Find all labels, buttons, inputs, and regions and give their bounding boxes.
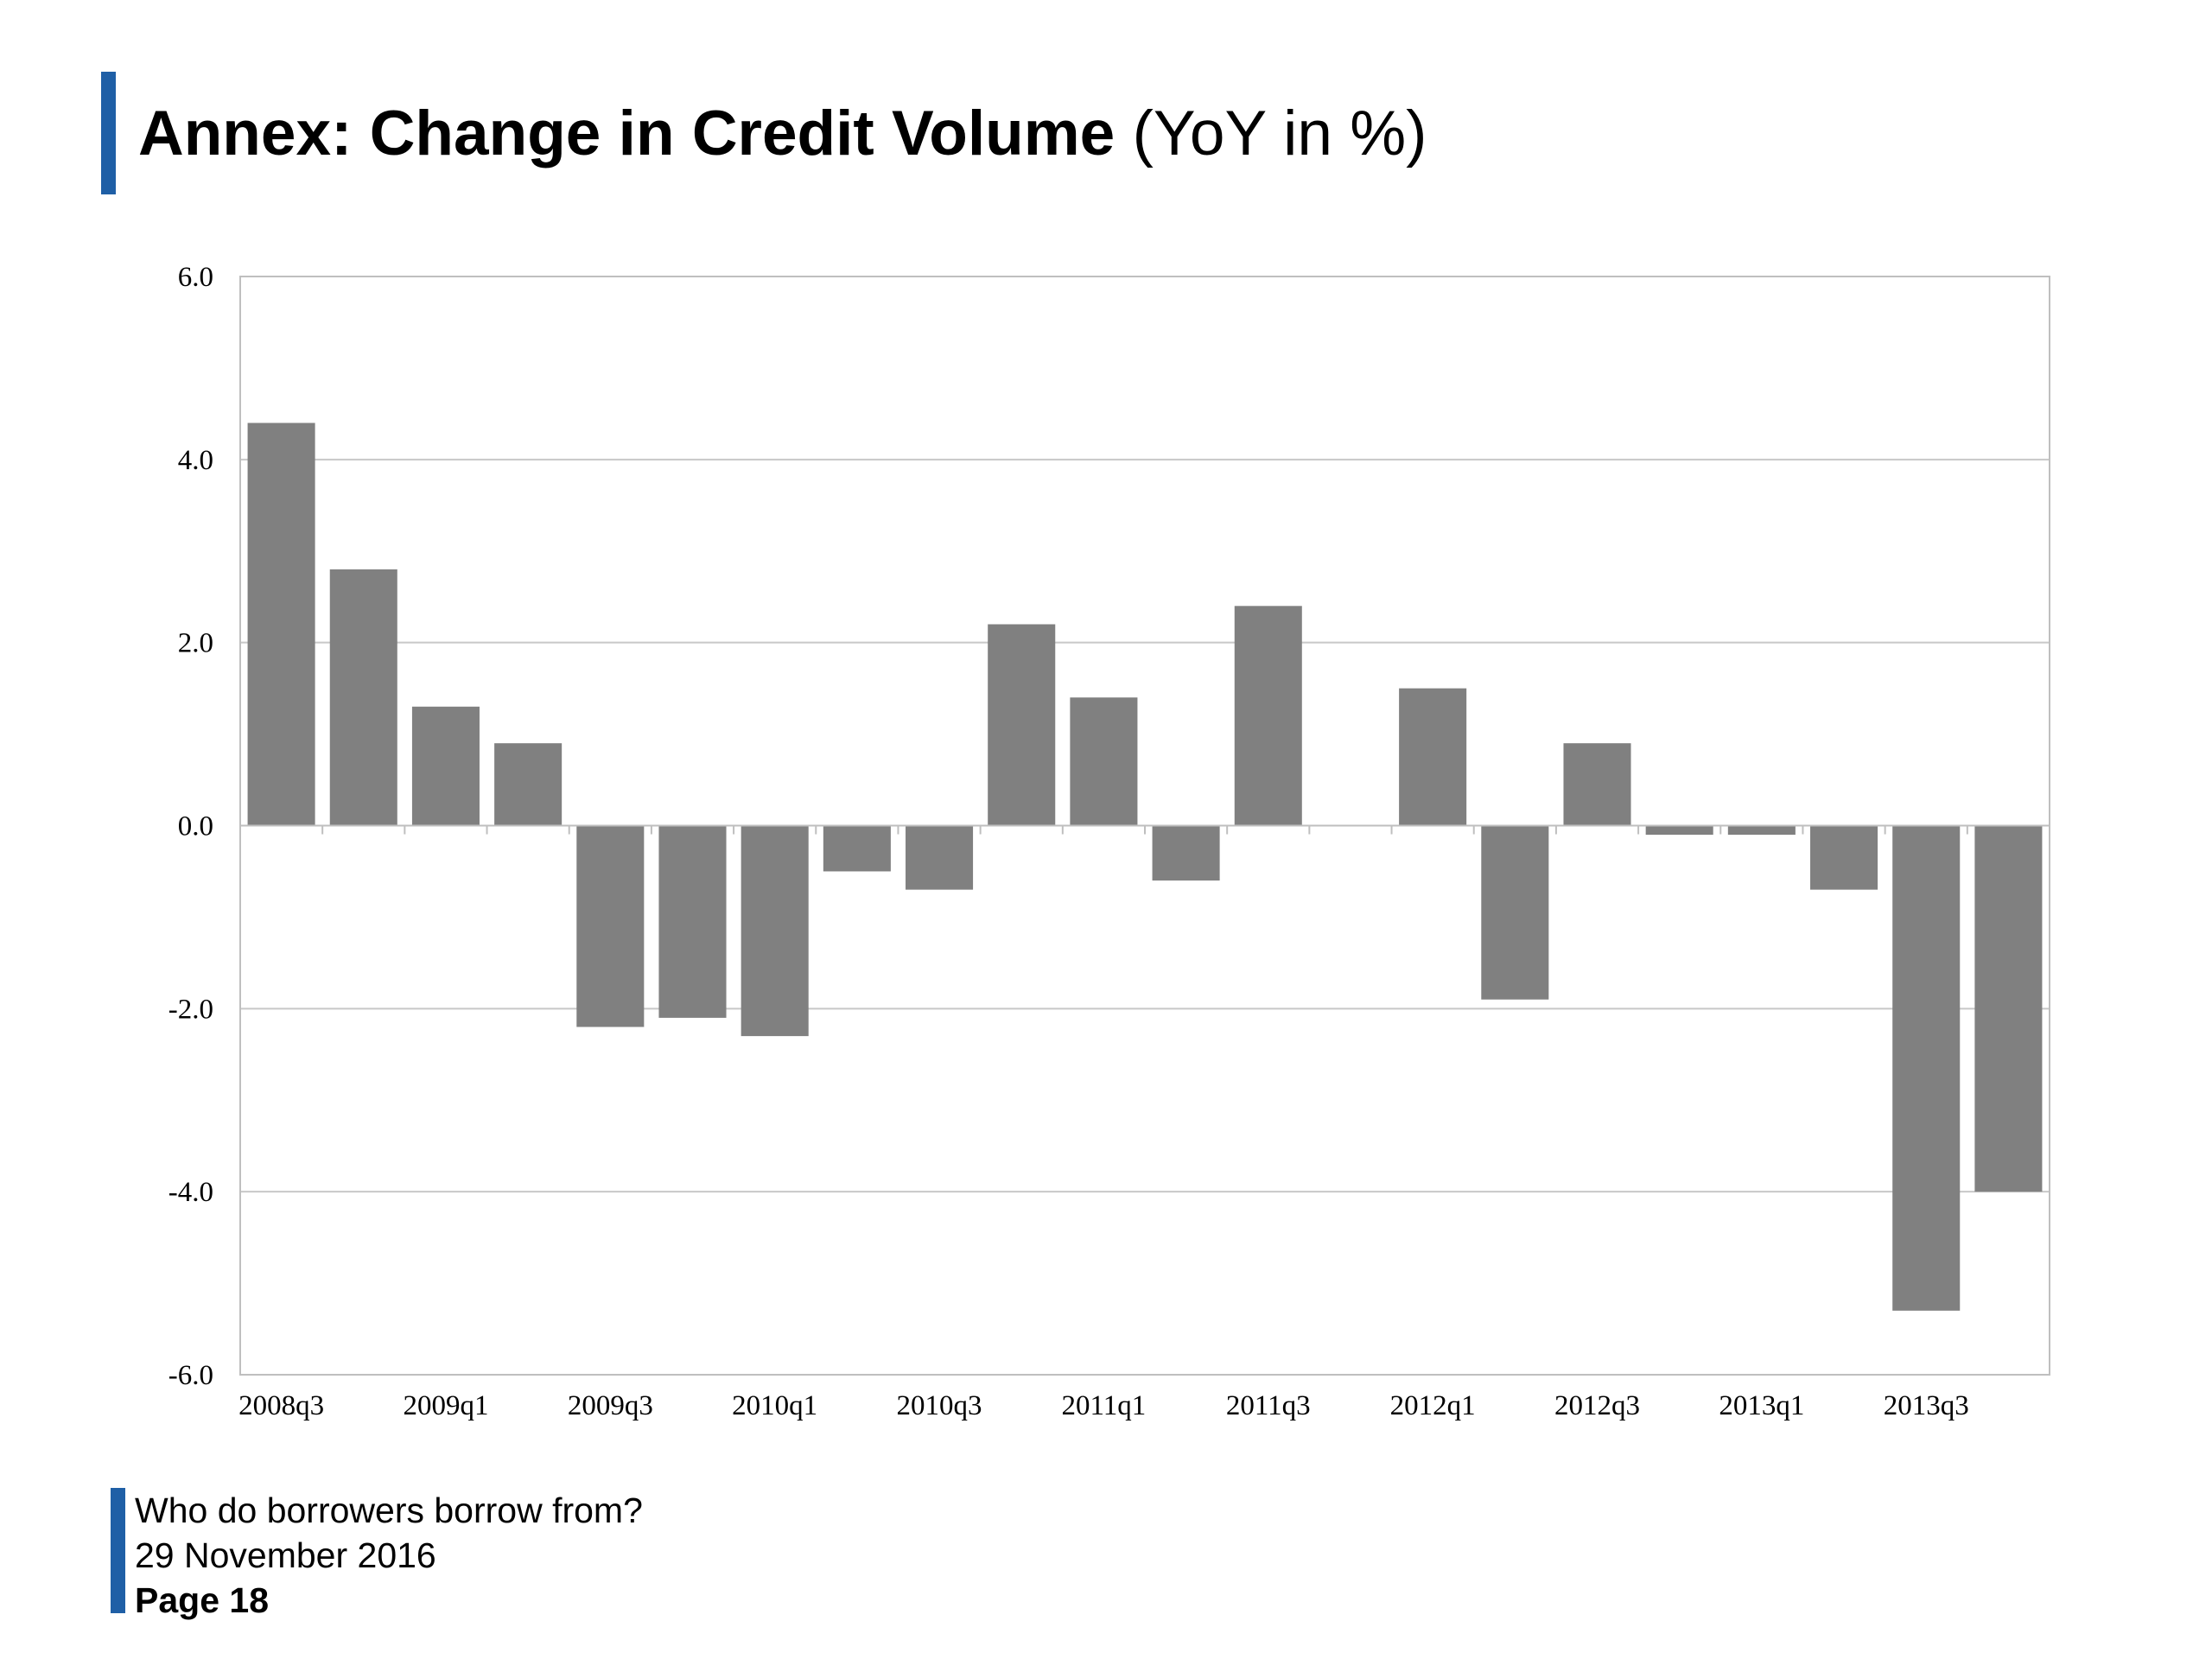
bar-2010q4 bbox=[988, 624, 1056, 826]
presentation-title: Who do borrowers borrow from? bbox=[135, 1491, 643, 1530]
footer-accent-bar bbox=[111, 1488, 125, 1613]
title-accent-bar bbox=[101, 72, 116, 194]
bar-2012q2 bbox=[1481, 825, 1549, 1000]
x-tick-label: 2009q1 bbox=[403, 1390, 488, 1421]
bar-2013q1 bbox=[1727, 825, 1796, 836]
bar-2010q3 bbox=[906, 825, 974, 890]
y-tick-label: 0.0 bbox=[178, 811, 213, 842]
x-tick-label: 2009q3 bbox=[568, 1390, 653, 1421]
bar-2009q1 bbox=[411, 706, 480, 826]
bar-2013q2 bbox=[1810, 825, 1878, 890]
y-tick-label: 4.0 bbox=[178, 445, 213, 476]
bar-2013q3 bbox=[1892, 825, 1961, 1311]
bar-2008q4 bbox=[329, 569, 397, 826]
axes bbox=[239, 276, 2050, 1376]
bar-2008q3 bbox=[247, 423, 315, 826]
bars bbox=[247, 423, 2043, 1311]
bar-2013q4 bbox=[1974, 825, 2043, 1192]
x-tick-labels: 2008q3 2009q1 2009q3 2010q1 2010q3 2011q1 2011… bbox=[238, 1390, 1969, 1421]
x-tick-label: 2008q3 bbox=[238, 1390, 324, 1421]
x-tick-label: 2010q3 bbox=[897, 1390, 982, 1421]
y-tick-label: -6.0 bbox=[168, 1360, 213, 1391]
title-unit-part: (YoY in %) bbox=[1132, 98, 1427, 168]
bar-2012q1 bbox=[1399, 688, 1467, 826]
x-tick-label: 2013q3 bbox=[1884, 1390, 1969, 1421]
title-bold-part: Annex: Change in Credit Volume bbox=[138, 98, 1116, 168]
y-tick-labels: 6.0 4.0 2.0 0.0 -2.0 -4.0 -6.0 bbox=[168, 262, 213, 1391]
bar-2010q2 bbox=[823, 825, 891, 872]
y-tick-label: -4.0 bbox=[168, 1177, 213, 1208]
bar-2012q4 bbox=[1645, 825, 1713, 836]
bar-2011q2 bbox=[1152, 825, 1220, 881]
x-tick-label: 2013q1 bbox=[1719, 1390, 1804, 1421]
bar-2009q2 bbox=[494, 743, 563, 826]
y-tick-label: 6.0 bbox=[178, 262, 213, 293]
presentation-date: 29 November 2016 bbox=[135, 1535, 436, 1575]
bar-2012q3 bbox=[1563, 743, 1631, 826]
y-tick-label: -2.0 bbox=[168, 994, 213, 1025]
title-text: Annex: Change in Credit Volume (YoY in %… bbox=[138, 98, 1427, 169]
y-tick-label: 2.0 bbox=[178, 628, 213, 659]
bar-2011q3 bbox=[1234, 606, 1302, 826]
bar-2009q3 bbox=[576, 825, 645, 1027]
slide-title: Annex: Change in Credit Volume (YoY in %… bbox=[101, 72, 1427, 194]
x-tick-label: 2011q3 bbox=[1226, 1390, 1311, 1421]
bar-2011q1 bbox=[1070, 697, 1138, 826]
x-tick-label: 2012q3 bbox=[1554, 1390, 1640, 1421]
x-tick-label: 2011q1 bbox=[1062, 1390, 1147, 1421]
bar-2010q1 bbox=[741, 825, 809, 1037]
x-tick-label: 2012q1 bbox=[1390, 1390, 1476, 1421]
page-number: Page 18 bbox=[135, 1580, 269, 1620]
bar-2009q4 bbox=[658, 825, 727, 1018]
x-tick-label: 2010q1 bbox=[732, 1390, 817, 1421]
